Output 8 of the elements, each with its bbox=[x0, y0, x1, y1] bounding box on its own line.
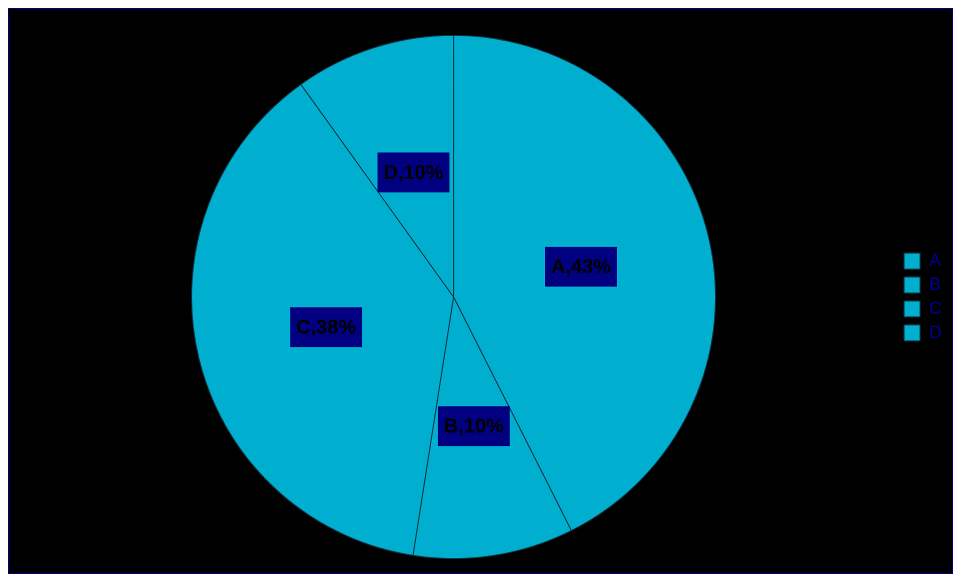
legend-label: D bbox=[929, 322, 942, 342]
legend-label: A bbox=[929, 250, 942, 270]
data-label: B,10% bbox=[444, 416, 504, 438]
legend-label: C bbox=[929, 298, 942, 318]
legend-label: B bbox=[929, 274, 942, 294]
data-label: C,38% bbox=[296, 316, 356, 339]
data-label: A,43% bbox=[551, 256, 612, 278]
data-label: D,10% bbox=[384, 162, 444, 184]
